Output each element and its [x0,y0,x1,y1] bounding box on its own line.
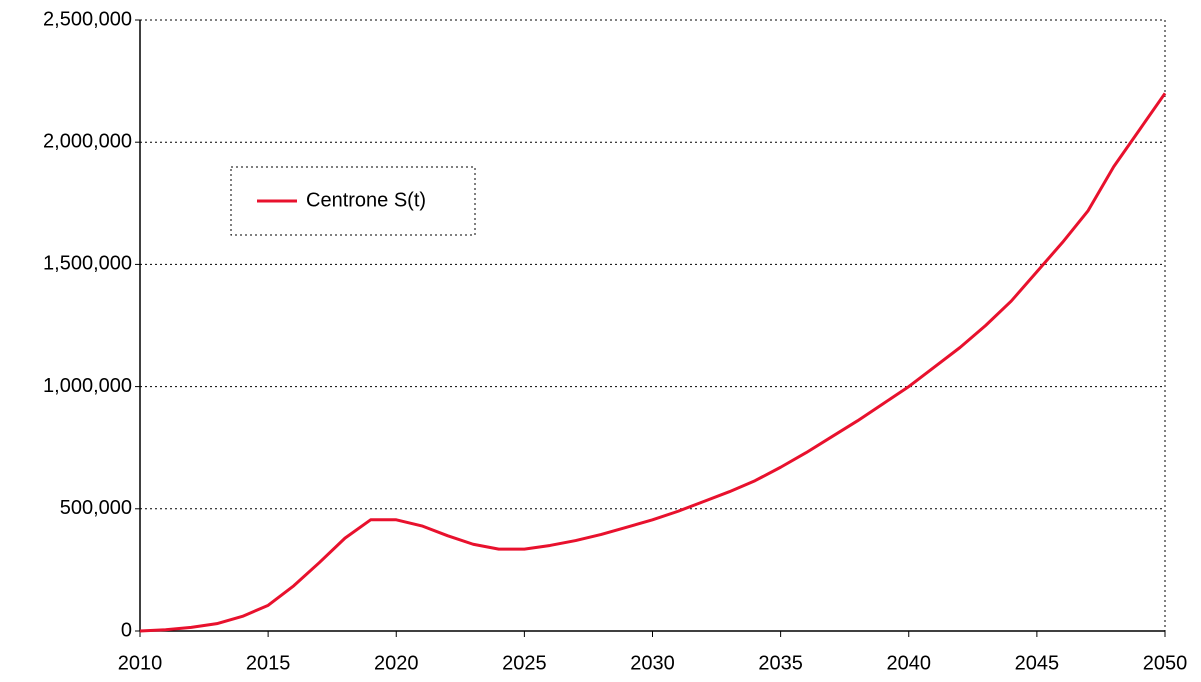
x-tick-label: 2040 [887,652,932,674]
x-tick-label: 2045 [1015,652,1060,674]
y-tick-label: 1,500,000 [43,253,132,275]
x-tick-label: 2050 [1143,652,1188,674]
y-tick-label: 2,500,000 [43,8,132,30]
y-tick-label: 0 [121,619,132,641]
x-tick-label: 2015 [246,652,291,674]
x-tick-label: 2030 [630,652,675,674]
x-tick-label: 2020 [374,652,419,674]
legend-label: Centrone S(t) [306,189,426,211]
x-tick-label: 2025 [502,652,547,674]
x-tick-label: 2035 [758,652,803,674]
data-line [139,92,1167,633]
legend: Centrone S(t) [230,166,476,236]
x-tick-label: 2010 [118,652,163,674]
y-tick-label: 500,000 [60,497,132,519]
y-tick-label: 2,000,000 [43,130,132,152]
y-tick-label: 1,000,000 [43,375,132,397]
